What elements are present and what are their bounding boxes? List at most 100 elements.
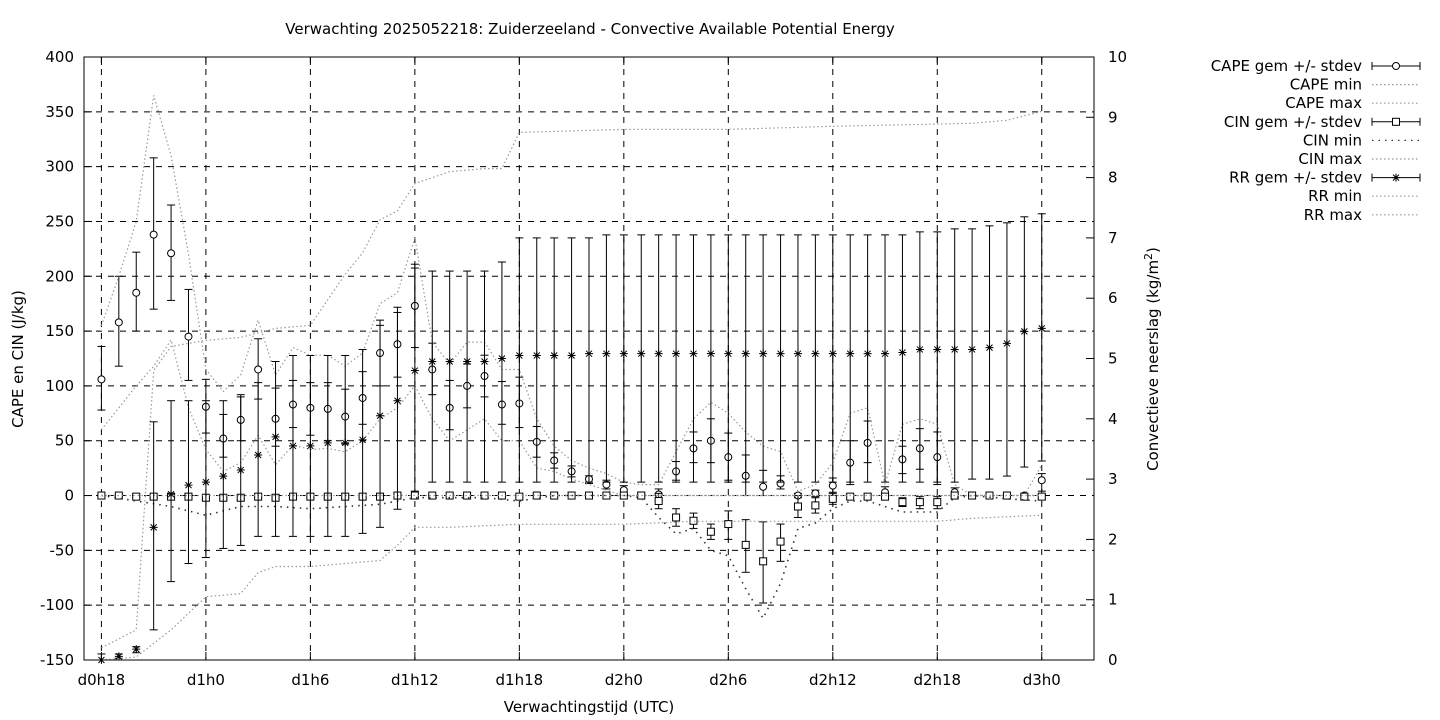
data-point xyxy=(933,345,942,354)
data-point xyxy=(811,501,820,510)
y2-tick-label: 10 xyxy=(1108,48,1127,66)
data-point xyxy=(114,318,123,327)
y2-axis-label-main: Convectieve neerslag (kg/m xyxy=(1144,260,1162,471)
legend-label: CIN min xyxy=(1303,131,1362,149)
data-point xyxy=(689,349,698,358)
y2-tick-label: 6 xyxy=(1108,289,1118,307)
y-tick-label: -50 xyxy=(50,541,75,559)
y2-tick-label: 7 xyxy=(1108,229,1118,247)
data-point xyxy=(254,365,263,374)
data-point xyxy=(828,481,837,490)
data-point xyxy=(184,481,193,490)
y2-tick-label: 8 xyxy=(1108,169,1118,187)
series-7 xyxy=(101,514,1042,661)
y-tick-label: 350 xyxy=(45,103,74,121)
data-point xyxy=(97,375,106,384)
data-point xyxy=(463,357,472,366)
y2-axis-ticks: 0 1 2 3 4 5 6 7 8 9 10 xyxy=(1086,48,1127,669)
y2-tick-label: 3 xyxy=(1108,470,1118,488)
data-point xyxy=(114,652,123,661)
data-point xyxy=(1020,492,1029,501)
y-axis-label: CAPE en CIN (J/kg) xyxy=(9,290,27,428)
legend-item: RR min xyxy=(1308,187,1420,205)
data-point xyxy=(1037,476,1046,485)
data-point xyxy=(445,357,454,366)
y-tick-label: 150 xyxy=(45,322,74,340)
x-tick-label: d1h12 xyxy=(391,671,439,689)
data-point xyxy=(428,491,437,500)
y2-tick-label: 2 xyxy=(1108,530,1118,548)
x-axis-ticks: d0h18 d1h0 d1h6 d1h12 d1h18 d2h0 d2h6 d2h12 d2h1… xyxy=(78,57,1061,689)
data-point xyxy=(1002,491,1011,500)
data-point xyxy=(132,645,141,654)
data-point xyxy=(898,348,907,357)
legend-item: CAPE min xyxy=(1290,76,1420,94)
legend-marker xyxy=(1392,117,1400,126)
x-tick-label: d3h0 xyxy=(1023,671,1061,689)
data-point xyxy=(776,537,785,546)
data-point xyxy=(149,230,158,239)
data-point xyxy=(567,351,576,360)
y-tick-label: -100 xyxy=(40,596,74,614)
data-point xyxy=(219,472,228,481)
y2-axis-label: Convectieve neerslag (kg/m2) xyxy=(1142,247,1162,471)
data-point xyxy=(950,345,959,354)
x-tick-label: d2h18 xyxy=(913,671,961,689)
legend-item: CAPE gem +/- stdev xyxy=(1211,57,1421,75)
y2-axis-label-end: ) xyxy=(1144,247,1162,253)
x-tick-label: d1h0 xyxy=(187,671,225,689)
y-tick-label: -150 xyxy=(40,651,74,669)
data-point xyxy=(532,351,541,360)
data-point xyxy=(741,540,750,549)
y2-axis-label-sup: 2 xyxy=(1142,253,1155,260)
data-point xyxy=(602,349,611,358)
data-point xyxy=(672,349,681,358)
data-point xyxy=(515,492,524,501)
data-point xyxy=(619,349,628,358)
y-tick-label: 250 xyxy=(45,212,74,230)
data-point xyxy=(881,349,890,358)
data-point xyxy=(759,482,768,491)
data-point xyxy=(376,411,385,420)
data-point xyxy=(793,349,802,358)
legend-item: CIN min xyxy=(1303,131,1420,149)
data-point xyxy=(672,513,681,522)
data-point xyxy=(306,441,315,450)
legend-item: CAPE max xyxy=(1285,94,1420,112)
series-3 xyxy=(97,491,1046,604)
data-point xyxy=(480,357,489,366)
data-point xyxy=(585,349,593,358)
y-tick-label: 0 xyxy=(64,487,74,505)
data-point xyxy=(828,349,837,358)
x-tick-label: d2h6 xyxy=(709,671,747,689)
series-layer xyxy=(97,95,1046,664)
data-point xyxy=(532,491,541,500)
y-tick-label: 50 xyxy=(55,432,74,450)
data-point xyxy=(724,520,733,529)
data-point xyxy=(1002,339,1011,348)
data-point xyxy=(1037,492,1046,501)
x-tick-label: d1h6 xyxy=(291,671,329,689)
data-point xyxy=(358,435,367,444)
y2-tick-label: 1 xyxy=(1108,591,1118,609)
data-point xyxy=(898,498,907,507)
data-point xyxy=(968,491,977,500)
legend-item: RR max xyxy=(1304,206,1420,224)
legend-item: CIN gem +/- stdev xyxy=(1224,113,1421,131)
y-tick-label: 300 xyxy=(45,158,74,176)
x-tick-label: d1h18 xyxy=(496,671,544,689)
legend-label: RR min xyxy=(1308,187,1362,205)
data-point xyxy=(776,349,785,358)
data-point xyxy=(915,498,924,507)
y-tick-label: 200 xyxy=(45,267,74,285)
data-point xyxy=(480,491,489,500)
data-point xyxy=(654,497,663,506)
data-point xyxy=(271,432,280,441)
data-point xyxy=(254,450,263,459)
data-point xyxy=(341,438,350,447)
y2-tick-label: 5 xyxy=(1108,350,1118,368)
series-6 xyxy=(97,213,1046,664)
data-point xyxy=(1020,327,1029,336)
data-point xyxy=(167,249,176,258)
